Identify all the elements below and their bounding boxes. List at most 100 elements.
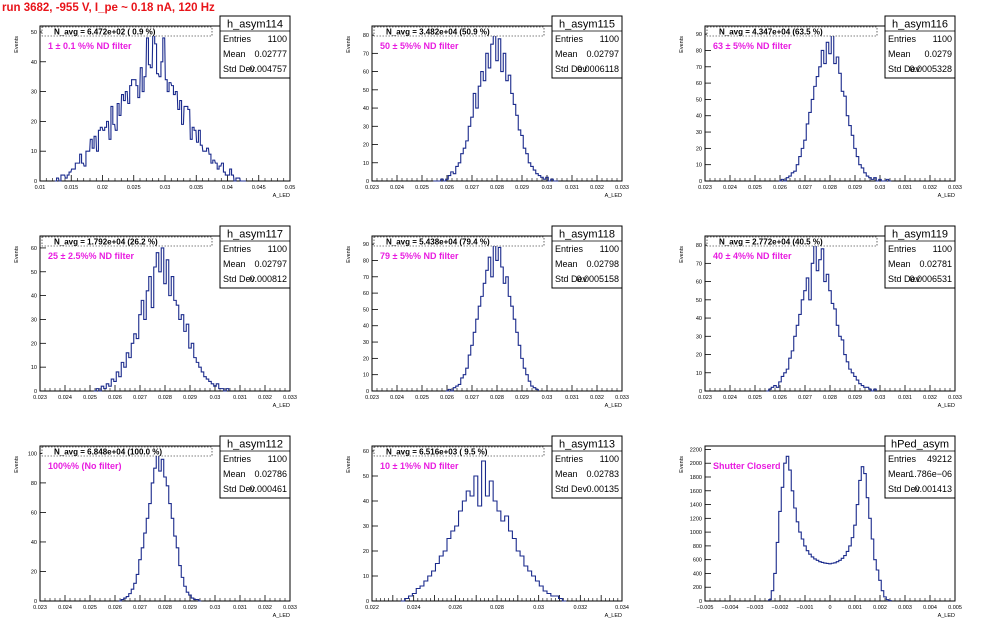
x-tick-label: 0.045	[252, 185, 266, 191]
x-tick-label: 0.032	[590, 395, 604, 401]
x-tick-label: 0.03	[160, 185, 171, 191]
x-tick-label: 0.03	[542, 185, 553, 191]
x-tick-label: 0.026	[773, 395, 787, 401]
stats-frame	[551, 435, 623, 499]
stats-value: 0.000812	[249, 274, 287, 284]
x-tick-label: −0.005	[697, 605, 714, 611]
y-axis-title: Events	[679, 36, 685, 53]
x-tick-label: 0.031	[898, 185, 912, 191]
stats-value: 1.786e−06	[909, 469, 952, 479]
stats-value: 49212	[927, 454, 952, 464]
stats-value: 1100	[268, 454, 287, 464]
y-axis-title: Events	[679, 456, 685, 473]
stats-label: Std Dev	[555, 484, 588, 494]
y-tick-label: 40	[31, 540, 37, 546]
y-tick-label: 40	[363, 499, 369, 505]
x-tick-label: 0.025	[415, 395, 429, 401]
stats-label: Entries	[223, 454, 252, 464]
x-tick-label: 0.033	[615, 185, 629, 191]
stats-box: h_asym118 Entries 1100 Mean 0.02798 Std Dev0.…	[551, 225, 623, 289]
y-tick-label: 80	[363, 33, 369, 39]
x-axis-title: A_LED	[938, 403, 955, 409]
y-tick-label: 70	[363, 51, 369, 57]
stats-title: h_asym112	[227, 439, 283, 451]
y-tick-label: 70	[696, 261, 702, 267]
stats-label: Std Dev	[223, 64, 256, 74]
stats-label: Mean	[888, 259, 911, 269]
y-tick-label: 0	[366, 389, 369, 395]
navg-box	[373, 236, 545, 247]
y-tick-label: 0	[366, 599, 369, 605]
stats-value: 0.0006531	[909, 274, 952, 284]
navg-label: N_avg = 3.482e+04 (50.9 %)	[386, 28, 490, 37]
stats-label: Std Dev	[888, 64, 921, 74]
x-tick-label: 0.023	[365, 185, 379, 191]
y-tick-label: 40	[696, 316, 702, 322]
y-tick-label: 30	[31, 317, 37, 323]
y-axis-title: Events	[346, 456, 352, 473]
y-axis-title: Events	[14, 456, 20, 473]
x-tick-label: 0.031	[565, 395, 579, 401]
y-tick-label: 50	[363, 307, 369, 313]
y-tick-label: 60	[31, 246, 37, 252]
histogram-panel-hPed_asym: 0 200 400 600 800 1000 1200 1400 1600 1800 2000 220…	[679, 435, 962, 619]
y-tick-label: 200	[693, 585, 702, 591]
x-axis-title: A_LED	[605, 193, 622, 199]
y-tick-label: 10	[696, 163, 702, 169]
stats-label: Mean	[555, 469, 578, 479]
histogram-line	[433, 30, 559, 182]
y-tick-label: 0	[699, 389, 702, 395]
x-tick-label: 0.032	[590, 185, 604, 191]
navg-label: N_avg = 6.848e+04 (100.0 %)	[54, 448, 162, 457]
stats-value: 0.004757	[249, 64, 287, 74]
y-tick-label: 1800	[690, 475, 702, 481]
navg-label: N_avg = 2.772e+04 (40.5 %)	[719, 238, 823, 247]
x-tick-label: −0.002	[772, 605, 789, 611]
x-tick-label: −0.001	[797, 605, 814, 611]
stats-label: Entries	[888, 454, 917, 464]
stats-frame	[219, 435, 291, 499]
filter-note: 63 ± 5%% ND filter	[713, 41, 792, 51]
y-tick-label: 60	[696, 81, 702, 87]
stats-box: h_asym117 Entries 1100 Mean 0.02797 Std Dev0.…	[219, 225, 291, 289]
stats-value: 1100	[268, 34, 287, 44]
x-tick-label: 0.023	[698, 395, 712, 401]
x-tick-label: 0.027	[798, 185, 812, 191]
filter-note: 25 ± 2.5%% ND filter	[48, 251, 134, 261]
stats-value: 0.02777	[254, 49, 287, 59]
x-tick-label: 0.031	[565, 185, 579, 191]
histogram-panel-h_asym114: 0 10 20 30 40 50 0.01 0.015 0.02 0.025 0.03 0.035 0.…	[14, 15, 295, 199]
stats-label: Entries	[223, 34, 252, 44]
stats-value: 0.02781	[919, 259, 952, 269]
stats-box: h_asym114 Entries 1100 Mean 0.02777 Std Dev0.…	[219, 15, 291, 79]
x-tick-label: 0.025	[748, 185, 762, 191]
x-tick-label: 0.035	[189, 185, 203, 191]
x-tick-label: 0.027	[798, 395, 812, 401]
x-tick-label: 0.032	[573, 605, 587, 611]
x-tick-label: 0.03	[875, 395, 886, 401]
x-tick-label: 0.028	[490, 395, 504, 401]
y-tick-label: 2000	[690, 461, 702, 467]
histogram-panel-h_asym116: 0 10 20 30 40 50 60 70 80 90 0.023 0.024 0.025 0.026 0…	[679, 15, 962, 199]
stats-value: 0.00135	[586, 484, 619, 494]
x-tick-label: 0.029	[515, 185, 529, 191]
y-tick-label: 20	[696, 353, 702, 359]
x-tick-label: 0.024	[390, 395, 404, 401]
navg-box	[706, 26, 878, 37]
x-tick-label: 0.026	[440, 395, 454, 401]
stats-frame	[219, 225, 291, 289]
x-tick-label: 0.025	[415, 185, 429, 191]
y-tick-label: 20	[31, 569, 37, 575]
x-tick-label: 0.01	[35, 185, 46, 191]
y-tick-label: 400	[693, 571, 702, 577]
histogram-line	[768, 455, 892, 602]
navg-label: N_avg = 4.347e+04 (63.5 %)	[719, 28, 823, 37]
x-tick-label: 0.029	[848, 185, 862, 191]
y-tick-label: 50	[696, 97, 702, 103]
stats-frame	[884, 435, 956, 499]
y-tick-label: 50	[363, 88, 369, 94]
y-tick-label: 10	[363, 161, 369, 167]
x-tick-label: 0.028	[823, 395, 837, 401]
filter-note: 79 ± 5%% ND filter	[380, 251, 459, 261]
